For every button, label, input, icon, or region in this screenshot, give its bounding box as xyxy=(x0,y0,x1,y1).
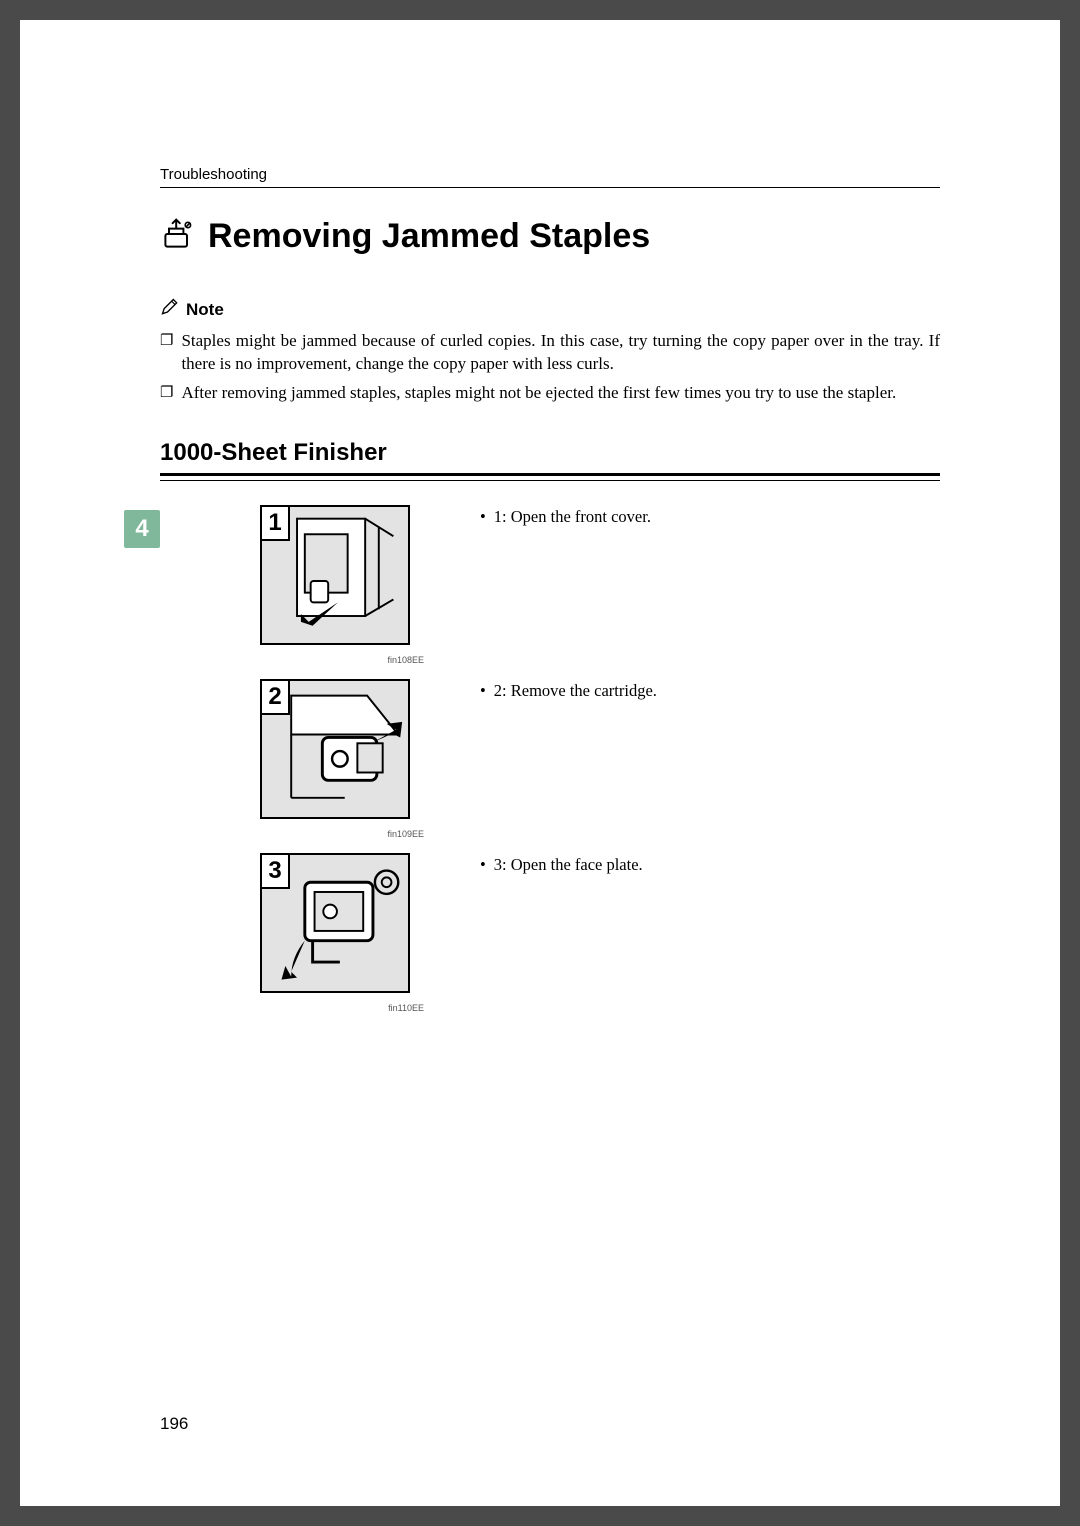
steps-container: 1 fin108EE • 1: Open the front cover. xyxy=(260,505,940,1013)
title-row: Removing Jammed Staples xyxy=(160,216,940,257)
note-header: Note xyxy=(160,297,940,322)
document-page: Troubleshooting Removing Jammed Staples … xyxy=(20,20,1060,1506)
note-text: After removing jammed staples, staples m… xyxy=(181,382,896,405)
header-rule xyxy=(160,187,940,188)
page-number: 196 xyxy=(160,1414,188,1434)
step-row: 3 fin110EE • 3: Open the face plate. xyxy=(260,853,940,1013)
note-text: Staples might be jammed because of curle… xyxy=(181,330,940,376)
step-text: • 1: Open the front cover. xyxy=(480,505,651,527)
page-title: Removing Jammed Staples xyxy=(208,217,650,256)
step-label: 2: Remove the cartridge. xyxy=(494,681,657,701)
step-figure: 3 fin110EE xyxy=(260,853,430,1013)
bullet-icon: • xyxy=(480,507,486,527)
diagram-svg xyxy=(262,681,408,817)
subsection-heading: 1000-Sheet Finisher xyxy=(160,439,940,467)
note-label: Note xyxy=(186,300,224,320)
note-item: ❐ Staples might be jammed because of cur… xyxy=(160,330,940,376)
chapter-tab: 4 xyxy=(124,510,160,548)
subsection-rule-thick xyxy=(160,473,940,476)
step-diagram: 3 xyxy=(260,853,410,993)
step-label: 1: Open the front cover. xyxy=(494,507,651,527)
step-diagram: 1 xyxy=(260,505,410,645)
pencil-icon xyxy=(160,297,180,322)
step-diagram: 2 xyxy=(260,679,410,819)
step-row: 2 fin109EE • 2: Remove the cartridge. xyxy=(260,679,940,839)
note-list: ❐ Staples might be jammed because of cur… xyxy=(160,330,940,405)
step-figure: 1 fin108EE xyxy=(260,505,430,665)
note-item: ❐ After removing jammed staples, staples… xyxy=(160,382,940,405)
figure-caption: fin109EE xyxy=(260,829,430,839)
bullet-icon: • xyxy=(480,855,486,875)
diagram-svg xyxy=(262,855,408,991)
step-text: • 3: Open the face plate. xyxy=(480,853,643,875)
figure-caption: fin108EE xyxy=(260,655,430,665)
figure-caption: fin110EE xyxy=(260,1003,430,1013)
diagram-svg xyxy=(262,507,408,643)
step-label: 3: Open the face plate. xyxy=(494,855,643,875)
step-figure: 2 fin109EE xyxy=(260,679,430,839)
bullet-icon: • xyxy=(480,681,486,701)
subsection-rule-thin xyxy=(160,480,940,481)
running-header: Troubleshooting xyxy=(160,166,940,183)
staple-jam-icon xyxy=(160,216,196,257)
note-bullet-icon: ❐ xyxy=(160,330,173,376)
step-text: • 2: Remove the cartridge. xyxy=(480,679,657,701)
step-row: 1 fin108EE • 1: Open the front cover. xyxy=(260,505,940,665)
note-bullet-icon: ❐ xyxy=(160,382,173,405)
